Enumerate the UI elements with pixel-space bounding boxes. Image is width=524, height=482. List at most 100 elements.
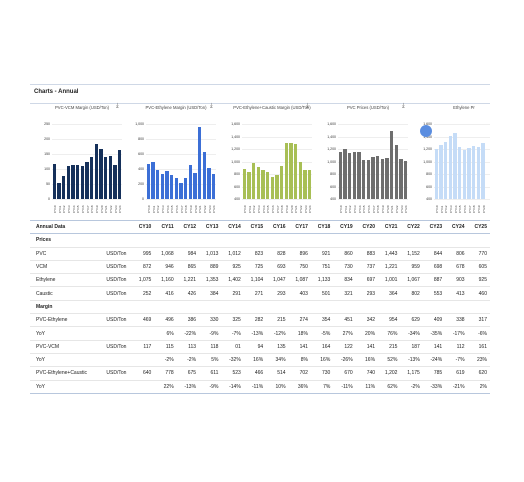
unit-cell	[104, 380, 136, 394]
bar[interactable]	[76, 165, 80, 199]
bar[interactable]	[399, 159, 403, 199]
bar[interactable]	[308, 169, 312, 199]
bar[interactable]	[394, 145, 398, 199]
bar[interactable]	[256, 167, 260, 199]
value-cell: 1,047	[266, 273, 289, 288]
gridline	[242, 149, 312, 150]
bar[interactable]	[303, 169, 307, 199]
download-icon[interactable]: ⤓	[210, 103, 213, 109]
bar[interactable]	[380, 158, 384, 199]
bar[interactable]	[266, 172, 270, 199]
floating-action-button[interactable]	[420, 125, 432, 137]
bar[interactable]	[404, 161, 408, 199]
bar[interactable]	[371, 157, 375, 199]
bar[interactable]	[280, 166, 284, 199]
bar[interactable]	[453, 133, 457, 199]
bar[interactable]	[357, 151, 361, 199]
bar[interactable]	[444, 141, 448, 199]
gridline	[338, 136, 408, 138]
bar[interactable]	[57, 183, 61, 199]
download-icon[interactable]: ⤓	[306, 103, 309, 109]
bar[interactable]	[476, 147, 480, 199]
bar[interactable]	[174, 177, 178, 199]
bar[interactable]	[99, 148, 103, 199]
y-tick-label: 1,400	[327, 134, 336, 139]
bar[interactable]	[146, 163, 150, 199]
bar[interactable]	[198, 127, 202, 199]
bar[interactable]	[71, 164, 75, 199]
bar[interactable]	[184, 178, 188, 199]
bar[interactable]	[434, 148, 438, 199]
value-cell: 416	[154, 286, 177, 301]
value-cell	[445, 233, 468, 248]
bar[interactable]	[362, 160, 366, 199]
bar[interactable]	[275, 174, 279, 199]
bar[interactable]	[472, 145, 476, 199]
bar[interactable]	[376, 155, 380, 199]
bar[interactable]	[439, 144, 443, 199]
bar[interactable]	[352, 151, 356, 199]
row-label: YoY	[30, 326, 105, 341]
value-cell: CY25	[467, 219, 490, 235]
bar[interactable]	[338, 152, 342, 199]
bar[interactable]	[212, 173, 216, 199]
bar[interactable]	[85, 161, 89, 199]
bar[interactable]	[298, 162, 302, 199]
value-cell: 122	[333, 340, 356, 354]
value-cell: 693	[266, 260, 289, 275]
download-icon[interactable]: ⤓	[116, 103, 119, 109]
value-cell: 1,068	[154, 247, 177, 261]
bar[interactable]	[62, 175, 66, 199]
value-cell: -2%	[154, 353, 177, 368]
bar[interactable]	[207, 168, 211, 199]
bar[interactable]	[94, 143, 98, 199]
value-cell: 413	[445, 286, 468, 301]
bar[interactable]	[160, 174, 164, 199]
bar[interactable]	[151, 161, 155, 199]
bar[interactable]	[458, 147, 462, 199]
bar[interactable]	[261, 170, 265, 199]
value-cell: 702	[288, 366, 311, 381]
bar[interactable]	[448, 135, 452, 199]
bar[interactable]	[108, 156, 112, 199]
unit-cell	[104, 326, 136, 341]
bar[interactable]	[481, 142, 485, 199]
bar[interactable]	[385, 157, 389, 199]
bar[interactable]	[188, 165, 192, 199]
value-cell: 384	[199, 286, 222, 301]
bar[interactable]	[113, 165, 117, 199]
x-tick-label: CY14	[165, 205, 170, 213]
unit-cell: USD/Ton	[104, 260, 136, 275]
value-cell	[333, 233, 356, 248]
value-cell	[378, 300, 401, 315]
bar[interactable]	[294, 143, 298, 199]
bar[interactable]	[90, 156, 94, 199]
value-cell	[378, 233, 401, 248]
bar[interactable]	[52, 163, 56, 199]
bar[interactable]	[270, 177, 274, 199]
bar[interactable]	[467, 148, 471, 199]
download-icon[interactable]: ⤓	[402, 103, 405, 109]
bar[interactable]	[80, 165, 84, 199]
bar[interactable]	[289, 143, 293, 199]
bar[interactable]	[343, 148, 347, 199]
bar[interactable]	[104, 156, 108, 199]
bar[interactable]	[247, 172, 251, 199]
bar[interactable]	[390, 131, 394, 199]
bar[interactable]	[462, 149, 466, 199]
bar[interactable]	[202, 151, 206, 199]
bar[interactable]	[156, 170, 160, 199]
bar[interactable]	[242, 169, 246, 199]
bar[interactable]	[348, 152, 352, 199]
bar[interactable]	[170, 174, 174, 199]
value-cell: 342	[355, 313, 379, 328]
bar[interactable]	[366, 160, 370, 199]
chart-title: Ethylene Pr	[453, 105, 475, 110]
bar[interactable]	[252, 162, 256, 199]
bar[interactable]	[193, 173, 197, 199]
bar[interactable]	[165, 170, 169, 199]
bar[interactable]	[118, 150, 122, 199]
bar[interactable]	[179, 182, 183, 199]
bar[interactable]	[66, 165, 70, 199]
bar[interactable]	[284, 143, 288, 199]
